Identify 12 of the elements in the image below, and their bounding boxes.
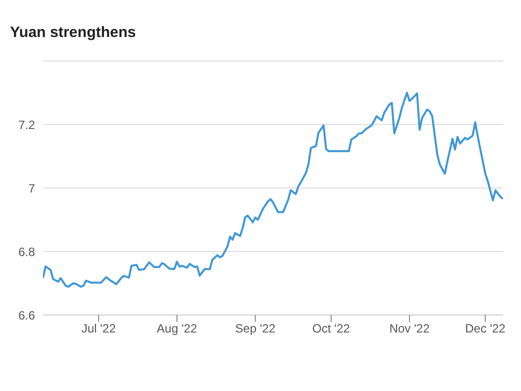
x-tick-label: Dec '22 xyxy=(465,322,506,336)
x-tick-label: Sep '22 xyxy=(235,322,276,336)
y-tick-label: 6.8 xyxy=(18,244,36,259)
y-tick-label: 7 xyxy=(28,181,36,196)
line-series xyxy=(43,92,503,288)
y-tick-label: 6.6 xyxy=(18,308,36,322)
chart-title: Yuan strengthens xyxy=(10,24,136,41)
x-tick-label: Oct '22 xyxy=(312,322,350,336)
y-tick-label: 7.2 xyxy=(18,118,36,132)
x-tick-label: Nov '22 xyxy=(389,322,430,336)
x-tick-label: Aug '22 xyxy=(156,322,198,336)
x-tick-label: Jul '22 xyxy=(81,322,116,336)
